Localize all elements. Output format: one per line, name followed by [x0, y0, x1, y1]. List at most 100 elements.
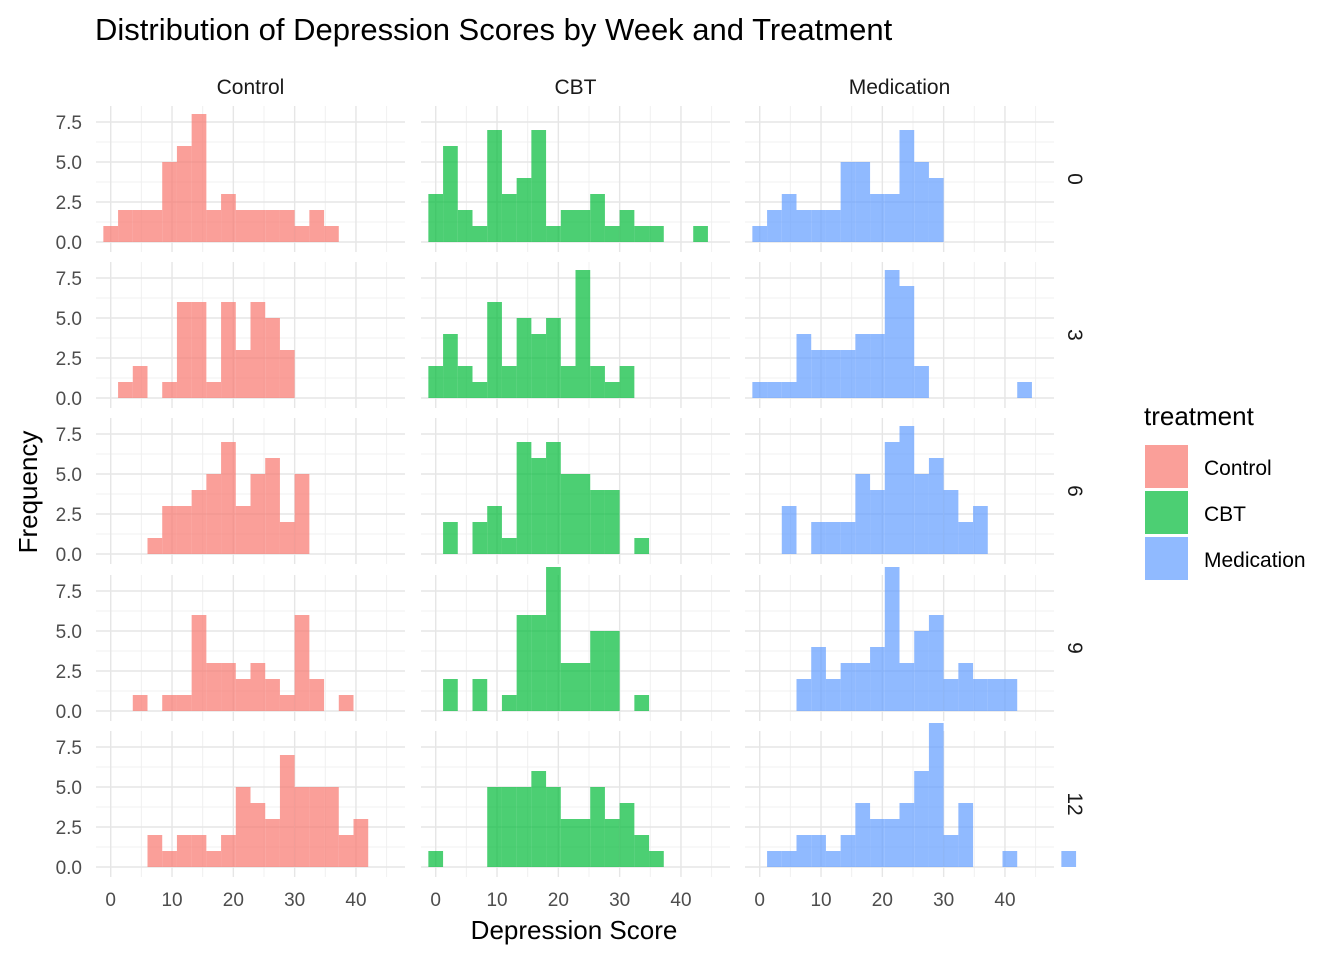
histogram-bar	[560, 663, 576, 711]
histogram-bar	[132, 695, 148, 711]
histogram-bar	[103, 226, 119, 242]
histogram-bar	[899, 663, 915, 711]
x-tick-label: 40	[994, 890, 1015, 911]
histogram-bar	[147, 538, 163, 554]
histogram-bar	[206, 663, 222, 711]
histogram-bar	[309, 787, 325, 867]
histogram-bar	[191, 615, 207, 711]
histogram-bar	[958, 522, 974, 554]
facet-panel-cbt-week-12: 0 10 20 30 40	[421, 731, 730, 911]
y-tick-label: 5.0	[56, 309, 82, 330]
y-tick-label: 0.0	[56, 389, 82, 410]
histogram-bar	[870, 647, 885, 711]
histogram-bar	[501, 787, 517, 867]
histogram-bar	[619, 803, 635, 867]
histogram-bar	[472, 226, 488, 242]
histogram-bar	[279, 755, 295, 867]
y-tick-label: 2.5	[56, 505, 82, 526]
histogram-bar	[206, 210, 222, 242]
histogram-bar	[250, 663, 266, 711]
histogram-bar	[590, 631, 605, 711]
histogram-bar	[546, 318, 561, 398]
histogram-bar	[1002, 851, 1018, 867]
histogram-bar	[191, 490, 207, 554]
histogram-bar	[191, 114, 207, 242]
facet-row-label: 9	[1063, 642, 1086, 654]
histogram-bar	[634, 538, 650, 554]
histogram-bar	[811, 835, 826, 867]
histogram-bar	[958, 803, 974, 867]
histogram-bar	[428, 194, 444, 242]
x-tick-label: 0	[754, 890, 765, 911]
histogram-bar	[516, 178, 532, 242]
histogram-bar	[443, 146, 458, 242]
histogram-bar	[973, 679, 988, 711]
facet-panel-medication-week-3: 3	[745, 262, 1086, 408]
y-axis-title: Frequency	[13, 431, 43, 554]
legend-label: Medication	[1204, 549, 1306, 572]
histogram-bar	[973, 506, 988, 554]
histogram-bar	[235, 350, 251, 398]
y-tick-label: 2.5	[56, 818, 82, 839]
histogram-bar	[235, 210, 251, 242]
histogram-bar	[855, 803, 871, 867]
facet-panel-cbt-week-9	[421, 567, 730, 721]
histogram-bar	[443, 522, 458, 554]
x-tick-label: 40	[345, 890, 366, 911]
histogram-bar	[870, 490, 885, 554]
histogram-bar	[634, 695, 650, 711]
facet-row-label: 0	[1063, 173, 1086, 185]
histogram-bar	[265, 210, 280, 242]
histogram-bar	[840, 663, 856, 711]
x-tick-label: 20	[223, 890, 244, 911]
facet-panel-medication-week-6: 6	[745, 418, 1086, 564]
histogram-bar	[294, 787, 310, 867]
facet-panel-control-week-12: 0.0 2.5 5.0 7.5 0 10 20 30 40	[56, 731, 405, 911]
histogram-bar	[338, 835, 354, 867]
histogram-bar	[987, 679, 1003, 711]
histogram-bar	[590, 490, 605, 554]
legend: treatment Control CBT Medication	[1144, 401, 1306, 580]
histogram-bar	[914, 474, 929, 554]
histogram-bar	[560, 474, 576, 554]
facet-row-label: 12	[1063, 792, 1086, 815]
histogram-bar	[487, 787, 502, 867]
histogram-bar	[443, 679, 458, 711]
histogram-bar	[619, 366, 635, 398]
x-tick-label: 10	[810, 890, 831, 911]
histogram-bar	[118, 210, 133, 242]
histogram-bar	[855, 334, 871, 398]
y-tick-label: 2.5	[56, 193, 82, 214]
histogram-bar	[265, 318, 280, 398]
histogram-bar	[604, 226, 620, 242]
histogram-bar	[221, 302, 236, 398]
histogram-bar	[884, 442, 900, 554]
histogram-bar	[162, 162, 177, 242]
histogram-bar	[796, 679, 812, 711]
histogram-bar	[899, 130, 915, 242]
histogram-bar	[619, 210, 635, 242]
histogram-bar	[428, 851, 444, 867]
facet-panel-control-week-0: 0.0 2.5 5.0 7.5 Control	[56, 76, 405, 254]
histogram-bar	[884, 194, 900, 242]
histogram-bar	[811, 522, 826, 554]
histogram-bar	[279, 522, 295, 554]
histogram-bar	[221, 663, 236, 711]
histogram-bar	[132, 210, 148, 242]
histogram-bar	[472, 382, 488, 398]
histogram-bar	[840, 522, 856, 554]
legend-key-cbt	[1145, 491, 1188, 534]
histogram-bar	[191, 835, 207, 867]
y-tick-label: 5.0	[56, 778, 82, 799]
histogram-bar	[324, 226, 339, 242]
histogram-bar	[811, 210, 826, 242]
histogram-bar	[221, 835, 236, 867]
histogram-bar	[118, 382, 133, 398]
histogram-bar	[501, 695, 517, 711]
histogram-bar	[457, 366, 473, 398]
histogram-bar	[501, 366, 517, 398]
facet-panel-control-week-9: 0.0 2.5 5.0 7.5	[56, 575, 405, 723]
histogram-bar	[590, 194, 605, 242]
histogram-bar	[487, 130, 502, 242]
histogram-bar	[516, 318, 532, 398]
